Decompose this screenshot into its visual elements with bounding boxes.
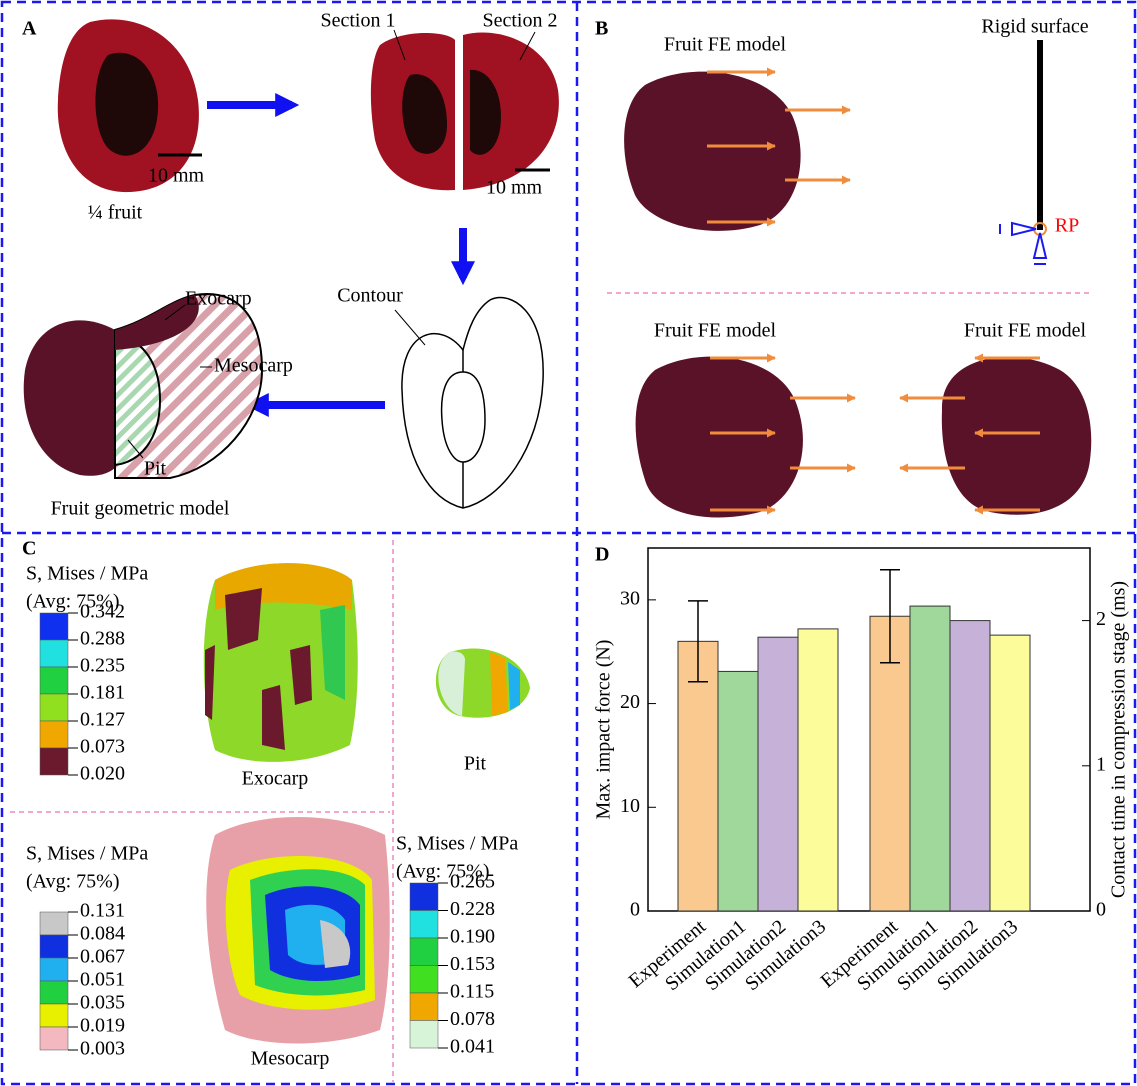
legend-swatch [40,912,68,935]
panel-label: A [22,18,37,40]
legend-label: 0.131 [80,900,125,922]
geometric-model [24,294,262,478]
y2-axis-title: Contact time in compression stage (ms) [1108,581,1130,898]
legend-swatch [40,1027,68,1050]
legend-swatch [410,993,438,1021]
legend-swatch [40,640,68,667]
part-caption: Mesocarp [251,1048,330,1070]
bar [950,621,990,911]
y-axis-title: Max. impact force (N) [593,640,615,820]
legend-label: 0.003 [80,1038,125,1060]
legend-swatch [410,966,438,994]
y2-tick-label: 1 [1096,753,1106,775]
exocarp-contour [204,563,358,762]
legend-label: 0.127 [80,709,125,731]
legend-title: S, Mises / MPa [26,843,148,865]
panel-label: B [595,18,608,40]
fe-model [636,357,803,518]
y-tick-label: 10 [620,795,640,817]
legend-label: 0.115 [450,981,494,1003]
legend-swatch [40,721,68,748]
legend-label: 0.288 [80,628,125,650]
part-label: Pit [144,458,167,480]
contour-label: Contour [337,285,403,307]
legend-swatch [40,981,68,1004]
bar-chart: 0 10 20 30 0 1 2 Max. impact force (N) Contact t… [593,548,1130,995]
legend-label: 0.019 [80,1015,125,1037]
legend-label: 0.078 [450,1008,495,1030]
y-tick-label: 30 [620,587,640,609]
bar [990,635,1030,911]
section-label: Section 1 [321,10,396,32]
legend-label: 0.265 [450,871,495,893]
bar [758,637,798,911]
panel-label: C [22,538,36,560]
legend-swatch [40,935,68,958]
legend-label: 0.051 [80,969,125,991]
legend-swatch [40,748,68,775]
y2-tick-label: 0 [1096,899,1106,921]
legend-label: 0.342 [80,601,125,623]
y2-tick-label: 2 [1096,608,1106,630]
part-caption: Exocarp [242,768,309,790]
panel-caption: Fruit geometric model [51,498,230,520]
model-label: Fruit FE model [664,34,787,56]
panel-label: D [595,544,609,566]
legend-swatch [40,613,68,640]
scale-label: 10 mm [486,177,543,199]
legend-label: 0.181 [80,682,125,704]
legend-title: S, Mises / MPa [396,833,518,855]
part-label: Exocarp [185,288,252,310]
legend-swatch [410,911,438,939]
part-label: Mesocarp [214,355,293,377]
section-label: Section 2 [483,10,558,32]
model-label: Rigid surface [981,16,1088,38]
part-caption: Pit [464,753,487,775]
legend-swatch [410,1021,438,1049]
bar [718,671,758,911]
bar [798,629,838,911]
legend-label: 0.035 [80,992,125,1014]
legend-swatch [410,883,438,911]
scale-label: 10 mm [148,165,205,187]
legend-swatch [40,694,68,721]
photo-caption: ¼ fruit [88,202,143,224]
legend-label: 0.190 [450,926,495,948]
legend-label: 0.067 [80,946,125,968]
legend-label: 0.153 [450,953,495,975]
rp-label: RP [1055,215,1079,237]
legend-swatch [410,938,438,966]
legend-label: 0.084 [80,923,125,945]
fe-model [624,72,801,231]
section-photos [371,32,559,190]
mesocarp-contour [206,817,389,1044]
legend-subtitle: (Avg: 75%) [26,871,120,893]
contour-drawing [402,298,543,508]
model-label: Fruit FE model [654,320,777,342]
bar [910,606,950,911]
legend-label: 0.020 [80,763,125,785]
legend-label: 0.228 [450,898,495,920]
model-label: Fruit FE model [964,320,1087,342]
legend-swatch [40,667,68,694]
figure: A 10 mm ¼ fruit Section 1 Section 2 10 m… [0,0,1137,1086]
pit-contour [436,648,530,717]
legend-swatch [40,958,68,981]
fe-model [942,357,1091,515]
y-tick-label: 0 [630,899,640,921]
legend-label: 0.041 [450,1036,495,1058]
y-tick-label: 20 [620,691,640,713]
legend-swatch [40,1004,68,1027]
leader-line [395,310,425,345]
legend-label: 0.073 [80,736,125,758]
legend-title: S, Mises / MPa [26,563,148,585]
legend-label: 0.235 [80,655,125,677]
